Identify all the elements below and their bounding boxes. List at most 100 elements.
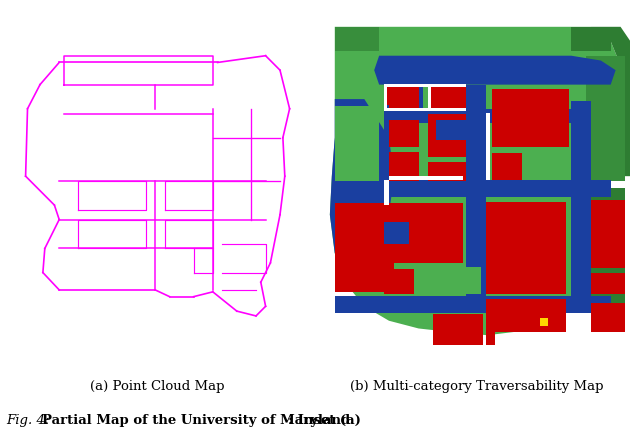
Point <box>167 173 177 180</box>
Point <box>73 99 83 106</box>
Point <box>261 344 271 350</box>
Point <box>171 338 181 345</box>
Point <box>62 100 72 106</box>
Point <box>138 312 148 319</box>
Point <box>31 249 41 256</box>
Point <box>86 111 96 118</box>
Point <box>173 310 184 317</box>
Point <box>82 199 92 206</box>
Point <box>158 337 168 344</box>
Point <box>22 348 32 355</box>
Point <box>100 188 111 195</box>
Point <box>128 254 138 261</box>
Point <box>225 63 236 69</box>
Point <box>56 146 67 153</box>
Point <box>60 127 70 133</box>
Point <box>161 65 171 72</box>
Point <box>150 185 160 192</box>
Point <box>111 207 121 214</box>
Point <box>269 148 280 155</box>
Point <box>88 227 98 234</box>
Point <box>193 140 203 147</box>
Point <box>145 127 156 134</box>
Point <box>161 114 172 121</box>
Point <box>234 334 244 341</box>
Point <box>157 147 168 154</box>
Point <box>122 242 132 249</box>
Point <box>296 162 307 169</box>
Point <box>260 152 271 159</box>
Point <box>178 340 188 347</box>
Point <box>164 308 174 315</box>
Point <box>31 33 42 40</box>
Point <box>68 338 78 344</box>
Point <box>195 165 205 172</box>
Point <box>168 71 178 78</box>
Point <box>204 125 214 132</box>
Point <box>181 100 191 107</box>
Point <box>195 339 205 346</box>
Point <box>194 330 204 337</box>
Point <box>62 118 72 124</box>
Point <box>172 80 182 87</box>
Point <box>179 309 189 316</box>
Point <box>178 267 188 274</box>
Point <box>154 316 164 323</box>
Point <box>220 69 230 76</box>
Point <box>190 187 200 193</box>
Point <box>63 205 74 212</box>
Point <box>157 138 167 145</box>
Point <box>76 130 86 137</box>
Point <box>170 79 180 86</box>
Point <box>171 83 181 90</box>
Point <box>70 288 81 295</box>
Point <box>284 222 294 229</box>
Point <box>217 217 227 224</box>
Point <box>58 120 68 127</box>
Point <box>134 242 145 249</box>
Point <box>104 236 114 243</box>
Point <box>170 129 180 136</box>
Point <box>227 347 237 354</box>
Point <box>84 290 95 297</box>
Point <box>255 155 266 162</box>
Point <box>196 58 206 65</box>
Point <box>175 251 185 258</box>
Point <box>90 160 100 166</box>
Point <box>277 170 287 177</box>
Point <box>165 315 175 322</box>
Point <box>72 358 82 365</box>
Point <box>60 160 70 167</box>
Point <box>233 317 243 324</box>
Point <box>214 92 225 99</box>
Point <box>125 207 136 214</box>
Point <box>105 137 115 144</box>
Point <box>176 248 186 255</box>
Point <box>175 221 186 228</box>
Point <box>262 141 272 148</box>
Point <box>154 317 164 323</box>
Point <box>153 328 163 335</box>
Point <box>134 134 144 141</box>
Point <box>66 261 76 268</box>
Point <box>262 155 273 162</box>
Point <box>140 178 150 184</box>
Point <box>52 246 62 253</box>
Point <box>140 313 150 320</box>
Point <box>74 276 84 283</box>
Point <box>71 146 81 153</box>
Point <box>121 143 131 150</box>
Point <box>29 38 40 45</box>
Point <box>124 193 134 200</box>
Point <box>150 329 161 335</box>
Point <box>106 97 116 104</box>
Point <box>197 266 207 273</box>
Point <box>257 196 268 203</box>
Point <box>75 53 85 60</box>
Point <box>82 130 92 136</box>
Point <box>220 48 230 55</box>
Point <box>156 67 166 74</box>
Point <box>28 200 38 207</box>
Point <box>65 315 76 322</box>
Point <box>44 242 54 249</box>
